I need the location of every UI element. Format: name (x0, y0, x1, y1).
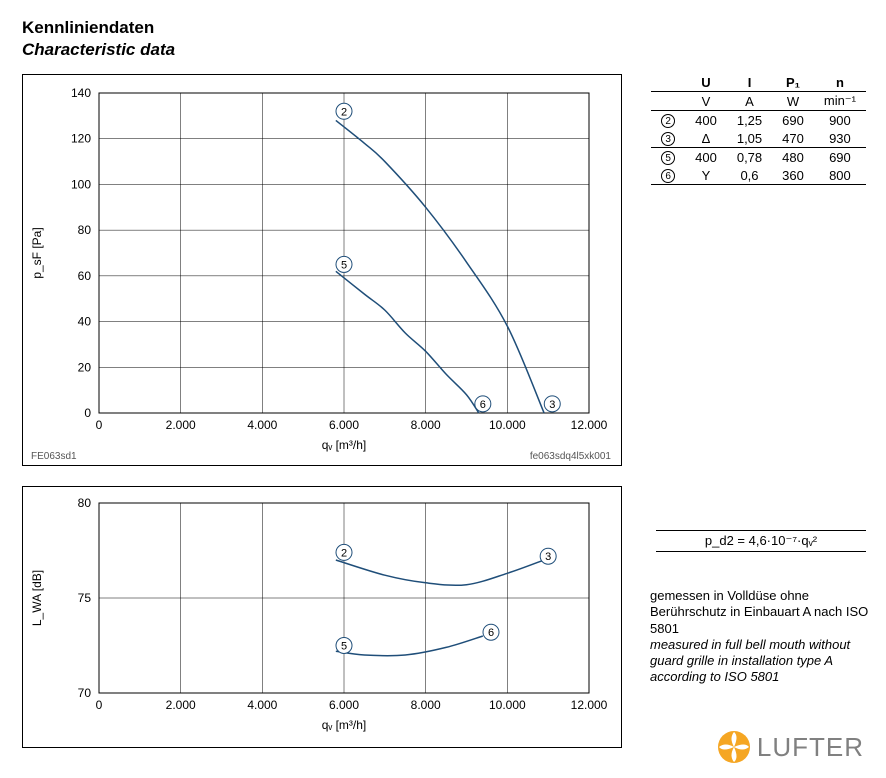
svg-text:10.000: 10.000 (489, 698, 526, 712)
cell-rpm: 930 (814, 129, 866, 148)
svg-text:8.000: 8.000 (411, 698, 441, 712)
svg-text:qᵥ [m³/h]: qᵥ [m³/h] (322, 438, 367, 452)
svg-text:70: 70 (78, 686, 92, 700)
row-marker: 6 (661, 169, 675, 183)
cell-i: 1,05 (727, 129, 772, 148)
formula-text: p_d2 = 4,6·10⁻⁷·qᵥ² (705, 533, 817, 548)
svg-text:80: 80 (78, 223, 92, 237)
svg-text:fe063sdq4l5xk001: fe063sdq4l5xk001 (530, 451, 612, 462)
th-p: P₁ (772, 74, 814, 92)
svg-text:80: 80 (78, 496, 92, 510)
fan-icon (717, 730, 751, 764)
cell-i: 1,25 (727, 111, 772, 130)
cell-u: Δ (685, 129, 727, 148)
sound-chart: 0 2.000 4.000 6.000 8.000 10.000 12.000 70 75 80 L… (22, 486, 622, 748)
note-en: measured in full bell mouth without guar… (650, 637, 870, 686)
svg-text:8.000: 8.000 (411, 418, 441, 432)
svg-text:6.000: 6.000 (329, 698, 359, 712)
heading-de: Kennliniendaten (22, 18, 864, 38)
svg-text:12.000: 12.000 (571, 698, 608, 712)
heading-en: Characteristic data (22, 40, 864, 60)
th-n: n (814, 74, 866, 92)
cell-u: 400 (685, 148, 727, 167)
table-row: 6Y0,6360800 (651, 166, 866, 185)
cell-p: 480 (772, 148, 814, 167)
svg-text:2.000: 2.000 (166, 418, 196, 432)
svg-text:0: 0 (96, 698, 103, 712)
th-u: U (685, 74, 727, 92)
cell-i: 0,78 (727, 148, 772, 167)
unit-v: V (685, 92, 727, 111)
svg-text:FE063sd1: FE063sd1 (31, 451, 77, 462)
cell-p: 470 (772, 129, 814, 148)
svg-text:12.000: 12.000 (571, 418, 608, 432)
th-i: I (727, 74, 772, 92)
table-row: 5 4000,78480690 (651, 148, 866, 167)
svg-text:120: 120 (71, 132, 91, 146)
svg-text:10.000: 10.000 (489, 418, 526, 432)
svg-text:6: 6 (480, 399, 486, 411)
svg-text:0: 0 (96, 418, 103, 432)
svg-text:5: 5 (341, 641, 347, 653)
th-blank (651, 74, 685, 92)
formula-box: p_d2 = 4,6·10⁻⁷·qᵥ² (656, 530, 866, 552)
svg-text:3: 3 (549, 399, 555, 411)
svg-text:2: 2 (341, 106, 347, 118)
row-marker: 5 (661, 151, 675, 165)
row-marker: 2 (661, 114, 675, 128)
svg-text:60: 60 (78, 269, 92, 283)
svg-text:140: 140 (71, 86, 91, 100)
svg-text:L_WA [dB]: L_WA [dB] (30, 570, 44, 626)
measurement-note: gemessen in Volldüse ohne Berührschutz i… (650, 588, 870, 686)
svg-text:20: 20 (78, 360, 92, 374)
cell-p: 690 (772, 111, 814, 130)
svg-text:2: 2 (341, 547, 347, 559)
row-marker: 3 (661, 132, 675, 146)
svg-text:6.000: 6.000 (329, 418, 359, 432)
svg-text:2.000: 2.000 (166, 698, 196, 712)
unit-rpm: min⁻¹ (814, 92, 866, 111)
svg-text:qᵥ [m³/h]: qᵥ [m³/h] (322, 718, 367, 732)
svg-text:4.000: 4.000 (247, 698, 277, 712)
svg-text:p_sF [Pa]: p_sF [Pa] (30, 227, 44, 278)
svg-text:4.000: 4.000 (247, 418, 277, 432)
unit-w: W (772, 92, 814, 111)
svg-text:40: 40 (78, 315, 92, 329)
svg-text:6: 6 (488, 627, 494, 639)
cell-rpm: 800 (814, 166, 866, 185)
svg-text:75: 75 (78, 591, 92, 605)
cell-u: 400 (685, 111, 727, 130)
cell-i: 0,6 (727, 166, 772, 185)
cell-rpm: 900 (814, 111, 866, 130)
cell-u: Y (685, 166, 727, 185)
brand-logo: LUFTER (717, 730, 864, 764)
note-de: gemessen in Volldüse ohne Berührschutz i… (650, 588, 870, 637)
cell-rpm: 690 (814, 148, 866, 167)
svg-text:5: 5 (341, 259, 347, 271)
table-row: 3Δ1,05470930 (651, 129, 866, 148)
cell-p: 360 (772, 166, 814, 185)
svg-text:3: 3 (545, 551, 551, 563)
table-row: 2 4001,25690900 (651, 111, 866, 130)
svg-text:100: 100 (71, 177, 91, 191)
logo-text: LUFTER (757, 732, 864, 763)
pressure-chart: 0 2.000 4.000 6.000 8.000 10.000 12.000 0 20 40 60… (22, 74, 622, 466)
data-table: U I P₁ n V A W min⁻¹ 24001,256909003Δ1,0… (651, 74, 866, 185)
svg-text:0: 0 (84, 406, 91, 420)
unit-a: A (727, 92, 772, 111)
